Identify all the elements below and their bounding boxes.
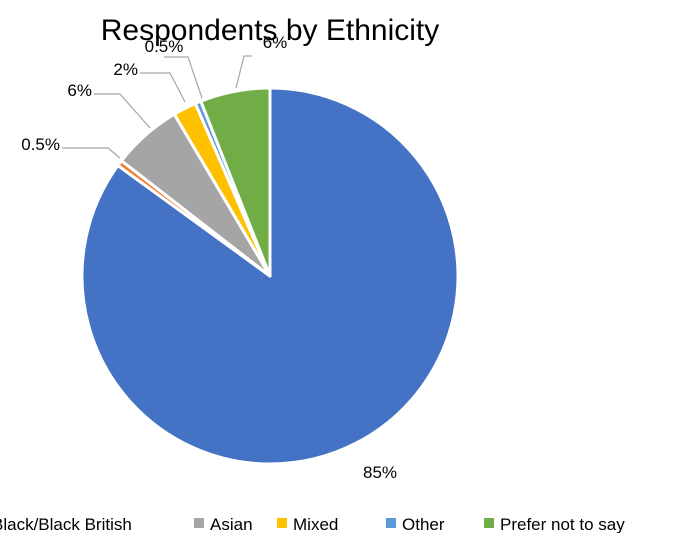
- legend-label-0: Black/Black British: [0, 515, 132, 533]
- leader-lines: [62, 55, 252, 159]
- legend-label-2: Mixed: [293, 515, 338, 533]
- data-label-2: 6%: [67, 81, 92, 100]
- data-label-3: 2%: [113, 60, 138, 79]
- data-label-0: 85%: [363, 463, 397, 482]
- leader-line-4: [164, 56, 203, 99]
- legend-swatch-1: [194, 518, 204, 528]
- legend-label-4: Prefer not to say: [500, 515, 625, 533]
- pie-slices: [80, 86, 460, 466]
- leader-line-1: [62, 147, 121, 159]
- leader-line-2: [94, 93, 151, 129]
- legend-swatch-4: [484, 518, 494, 528]
- data-label-1: 0.5%: [21, 135, 60, 154]
- legend: Black/Black British Asian Mixed Other Prefer…: [0, 515, 625, 533]
- leader-line-3: [140, 72, 186, 103]
- data-label-5: 6%: [263, 33, 288, 52]
- data-label-4: 0.5%: [145, 37, 184, 56]
- pie-slice-5: [199, 86, 272, 278]
- leader-line-5: [235, 55, 252, 89]
- legend-swatch-2: [277, 518, 287, 528]
- data-labels: 85% 0.5% 6% 2% 0.5% 6%: [21, 33, 397, 482]
- legend-label-3: Other: [402, 515, 445, 533]
- legend-label-1: Asian: [210, 515, 253, 533]
- legend-swatch-3: [386, 518, 396, 528]
- chart-title: Respondents by Ethnicity: [101, 14, 440, 47]
